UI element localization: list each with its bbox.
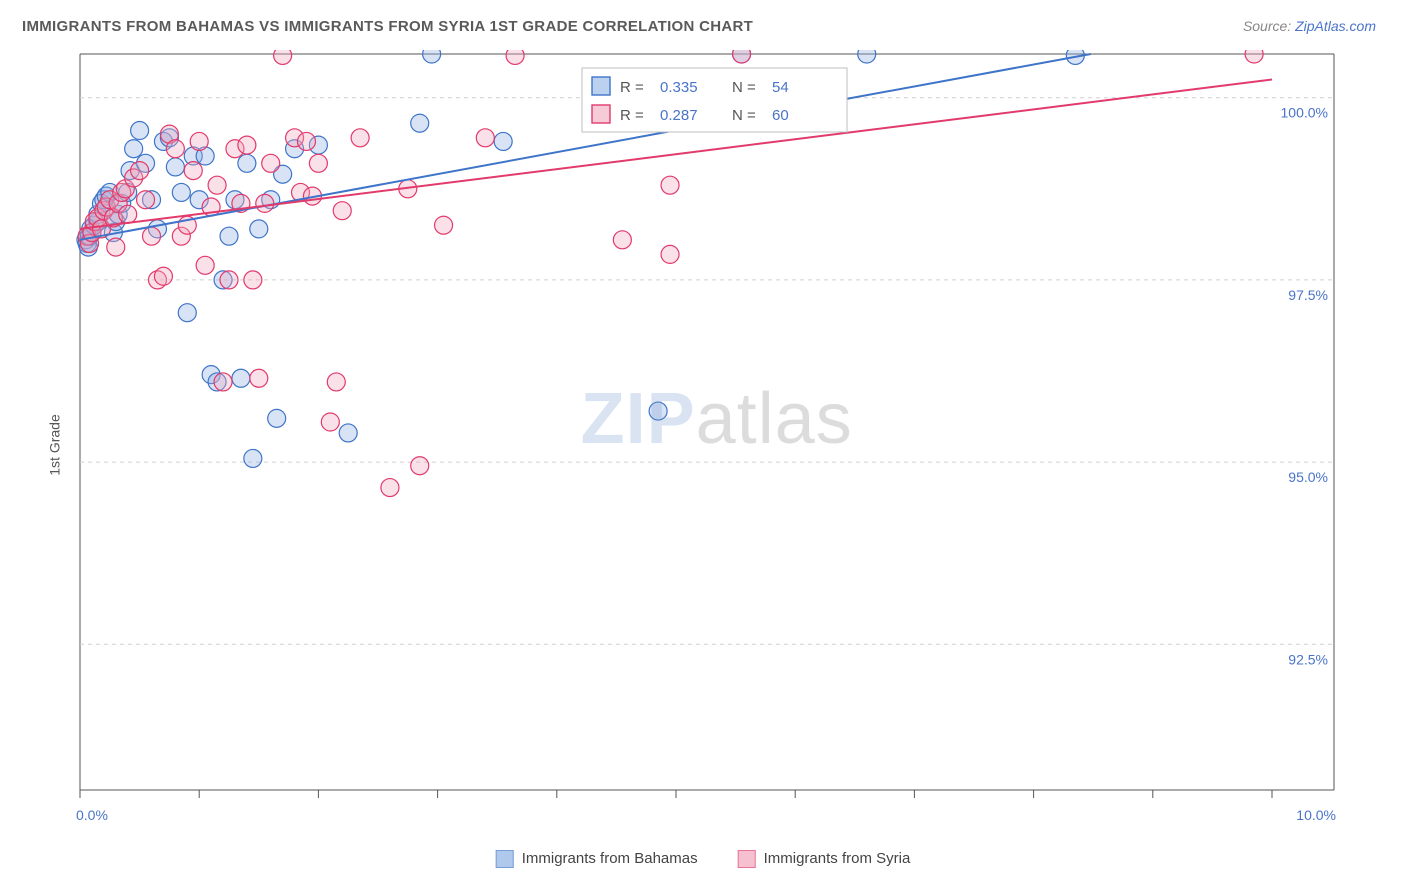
legend-n-label: N = xyxy=(732,107,756,124)
scatter-point xyxy=(1245,50,1263,63)
source-link[interactable]: ZipAtlas.com xyxy=(1295,18,1376,34)
scatter-point xyxy=(381,479,399,497)
y-axis-label: 1st Grade xyxy=(47,414,63,475)
scatter-point xyxy=(274,50,292,64)
scatter-point xyxy=(184,162,202,180)
scatter-point xyxy=(178,304,196,322)
chart-container: IMMIGRANTS FROM BAHAMAS VS IMMIGRANTS FR… xyxy=(0,0,1406,892)
source-attribution: Source: ZipAtlas.com xyxy=(1243,18,1376,34)
legend-series-label: Immigrants from Syria xyxy=(764,850,911,867)
legend-swatch xyxy=(738,850,756,868)
scatter-point xyxy=(131,162,149,180)
legend-n-value: 54 xyxy=(772,79,789,96)
legend-series-label: Immigrants from Bahamas xyxy=(522,850,698,867)
scatter-point xyxy=(154,267,172,285)
scatter-point xyxy=(435,216,453,234)
scatter-point xyxy=(411,114,429,132)
scatter-point xyxy=(125,140,143,158)
scatter-point xyxy=(733,50,751,63)
scatter-point xyxy=(321,413,339,431)
scatter-point xyxy=(327,373,345,391)
y-tick-label: 100.0% xyxy=(1281,105,1328,121)
chart-title: IMMIGRANTS FROM BAHAMAS VS IMMIGRANTS FR… xyxy=(22,18,753,35)
legend-r-value: 0.335 xyxy=(660,79,698,96)
scatter-point xyxy=(262,154,280,172)
scatter-point xyxy=(220,271,238,289)
scatter-point xyxy=(268,409,286,427)
legend-n-value: 60 xyxy=(772,107,789,124)
scatter-point xyxy=(494,132,512,150)
scatter-point xyxy=(250,369,268,387)
scatter-point xyxy=(858,50,876,63)
legend-r-label: R = xyxy=(620,107,644,124)
legend-top: R = 0.335 N = 54 R = 0.287 N = 60 xyxy=(582,68,847,132)
y-tick-label: 92.5% xyxy=(1288,651,1328,667)
scatter-point xyxy=(244,271,262,289)
scatter-point xyxy=(166,158,184,176)
scatter-point xyxy=(214,373,232,391)
scatter-point xyxy=(661,245,679,263)
scatter-point xyxy=(220,227,238,245)
plot-area: 1st Grade 92.5% 95.0% 97.5% 100.0% 0.0% 10.0%… xyxy=(22,50,1382,840)
scatter-point xyxy=(250,220,268,238)
scatter-point xyxy=(131,122,149,140)
scatter-point xyxy=(137,191,155,209)
legend-bottom-item: Immigrants from Syria xyxy=(738,850,911,868)
legend-r-label: R = xyxy=(620,79,644,96)
legend-swatch xyxy=(592,77,610,95)
scatter-point xyxy=(256,194,274,212)
scatter-point xyxy=(119,205,137,223)
scatter-point xyxy=(238,136,256,154)
scatter-point xyxy=(476,129,494,147)
scatter-point xyxy=(107,238,125,256)
scatter-point xyxy=(506,50,524,64)
scatter-point xyxy=(208,176,226,194)
scatter-point xyxy=(339,424,357,442)
y-tick-label: 97.5% xyxy=(1288,287,1328,303)
x-tick-label: 0.0% xyxy=(76,807,108,823)
chart-svg: 92.5% 95.0% 97.5% 100.0% 0.0% 10.0% R = 0.335 N … xyxy=(72,50,1342,830)
legend-swatch xyxy=(592,105,610,123)
scatter-point xyxy=(196,256,214,274)
scatter-point xyxy=(613,231,631,249)
y-tick-label: 95.0% xyxy=(1288,469,1328,485)
scatter-point xyxy=(232,369,250,387)
legend-n-label: N = xyxy=(732,79,756,96)
scatter-point xyxy=(238,154,256,172)
scatter-point xyxy=(351,129,369,147)
x-tick-label: 10.0% xyxy=(1296,807,1336,823)
scatter-point xyxy=(143,227,161,245)
scatter-point xyxy=(649,402,667,420)
scatter-point xyxy=(309,154,327,172)
legend-swatch xyxy=(496,850,514,868)
scatter-point xyxy=(166,140,184,158)
scatter-point xyxy=(244,449,262,467)
legend-bottom-item: Immigrants from Bahamas xyxy=(496,850,698,868)
source-prefix: Source: xyxy=(1243,18,1295,34)
scatter-point xyxy=(333,202,351,220)
legend-bottom: Immigrants from Bahamas Immigrants from S… xyxy=(496,850,911,868)
scatter-point xyxy=(661,176,679,194)
scatter-point xyxy=(297,132,315,150)
legend-r-value: 0.287 xyxy=(660,107,698,124)
scatter-point xyxy=(172,183,190,201)
scatter-point xyxy=(411,457,429,475)
scatter-point xyxy=(190,132,208,150)
scatter-point xyxy=(423,50,441,63)
